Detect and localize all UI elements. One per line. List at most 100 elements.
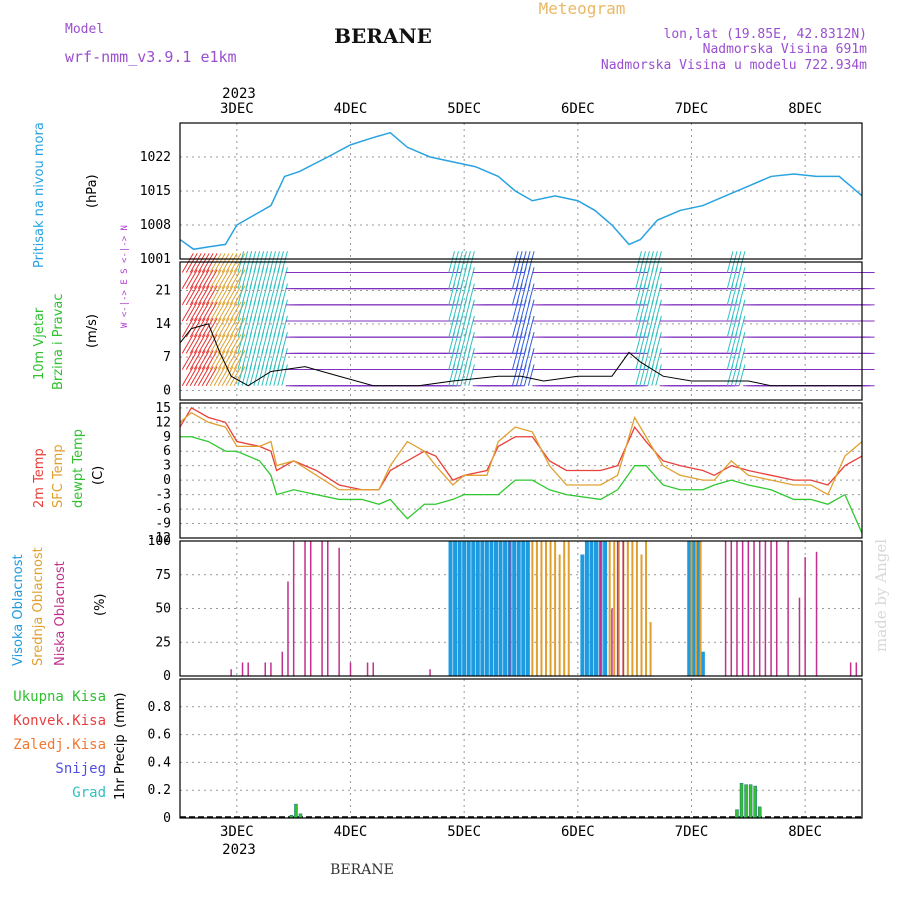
low-cloud-bar [849, 662, 852, 676]
wind-barb [201, 350, 214, 370]
high-cloud-bar [512, 541, 517, 676]
wind-barb [181, 366, 194, 386]
high-cloud-label: Visoka Oblacnost [11, 554, 26, 666]
wind-barb [221, 317, 234, 338]
precip-bar [294, 803, 298, 819]
top-date-labels: 3DEC 4DEC 5DEC 6DEC 7DEC 8DEC [220, 101, 822, 117]
y-tick-label: -9 [155, 517, 171, 532]
mid-cloud-bar [695, 541, 698, 676]
high-cloud-bar [594, 541, 599, 676]
low-cloud-bar [292, 541, 295, 676]
mid-cloud-bar [540, 541, 543, 676]
low-cloud-bar [281, 651, 284, 676]
wind-barb [281, 348, 288, 370]
y-tick-label: 12 [155, 415, 171, 430]
mid-cloud-bar [563, 541, 566, 676]
wind-barb [209, 285, 222, 306]
wind-barb [229, 317, 242, 338]
high-cloud-bar [691, 541, 696, 676]
mid-cloud-bar [631, 541, 634, 676]
wind-barb [193, 350, 206, 370]
wind-barb [213, 366, 226, 386]
bottom-date-label: 8DEC [788, 824, 822, 840]
mid-cloud-bar [613, 541, 616, 676]
wind-barb [527, 267, 535, 289]
wind-barb [193, 334, 206, 354]
y-tick-labels: 1001100810151022071421-12-9-6-3036912150… [140, 150, 171, 826]
temp-unit: (C) [91, 466, 106, 485]
high-cloud-bar [489, 541, 494, 676]
mid-cloud-bar [626, 541, 629, 676]
wind-barb [189, 334, 202, 354]
low-cloud-bar [321, 541, 323, 676]
wind-barb [181, 334, 194, 354]
wind-barb [225, 269, 238, 289]
wind-barb [185, 334, 198, 354]
mid-cloud-bar [531, 541, 534, 676]
location-title: BERANE [334, 24, 432, 48]
wind-barb [225, 350, 238, 370]
wind-barb [217, 334, 230, 354]
precip-bar [757, 806, 762, 819]
wind-barb [209, 366, 222, 386]
wind-barb [281, 364, 288, 386]
wind-label-1: 10m Vjetar [32, 307, 47, 380]
mid-cloud-bar [690, 541, 693, 676]
wind-barb [281, 331, 288, 354]
y-tick-label: 0.8 [148, 700, 171, 715]
mid-cloud-bar [640, 554, 643, 676]
precip-bar [298, 813, 303, 819]
wind-barb [468, 364, 475, 386]
pressure-label: Pritisak na nivou mora [32, 122, 47, 268]
mid-cloud-label: Srednja Oblacnost [31, 547, 46, 666]
y-tick-label: 0.4 [148, 755, 172, 770]
wind-barb [185, 317, 198, 338]
wind-barb [189, 285, 202, 306]
bottom-date-label: 5DEC [447, 824, 481, 840]
wind-barb [655, 315, 662, 338]
precip-frz-label: Zaledj.Kisa [13, 737, 106, 753]
wind-barb [185, 285, 198, 306]
mid-cloud-bar [645, 541, 648, 676]
wind-barb [197, 317, 210, 338]
wind-barb [468, 315, 475, 338]
y-tick-label: 9 [163, 430, 171, 445]
high-cloud-bar [700, 651, 705, 676]
wind-barb [655, 283, 662, 305]
wind-barb [221, 253, 234, 273]
model-name: wrf-nmm_v3.9.1 e1km [65, 48, 237, 66]
wind-barb [655, 364, 662, 386]
low-cloud-bar [741, 541, 744, 676]
low-cloud-bar [764, 541, 767, 676]
wind-barb [527, 299, 535, 322]
wind-barb [213, 334, 226, 354]
wind-barb [213, 301, 226, 322]
wind-barb [209, 334, 222, 354]
y-tick-label: 1015 [140, 184, 171, 199]
bottom-date-label: 3DEC [220, 824, 254, 840]
bottom-date-label: 7DEC [675, 824, 709, 840]
wind-barb [655, 267, 662, 289]
wind-barb [527, 364, 535, 386]
wind-barb [229, 253, 242, 273]
wind-barb [189, 350, 202, 370]
wind-barb [281, 315, 288, 338]
wind-barb [221, 334, 234, 354]
low-cloud-bar [230, 669, 232, 676]
precip-snow-label: Snijeg [55, 761, 106, 777]
sfc-temp-label: SFC Temp [51, 444, 66, 508]
low-cloud-bar [247, 662, 249, 676]
panel-frame [179, 540, 863, 677]
wind-barb [181, 285, 194, 306]
wind-barb [655, 299, 662, 322]
low-cloud-bar [815, 551, 818, 676]
y-tick-label: 0 [163, 811, 171, 826]
wind-unit: (m/s) [85, 314, 100, 348]
model-elevation-text: Nadmorska Visina u modelu 722.934m [601, 58, 867, 73]
low-cloud-bar [747, 541, 750, 676]
dewpt-line [180, 436, 863, 534]
high-cloud-bar [589, 541, 594, 676]
low-cloud-bar [611, 608, 613, 676]
wind-barb [233, 350, 246, 370]
y-tick-label: 75 [155, 568, 171, 583]
